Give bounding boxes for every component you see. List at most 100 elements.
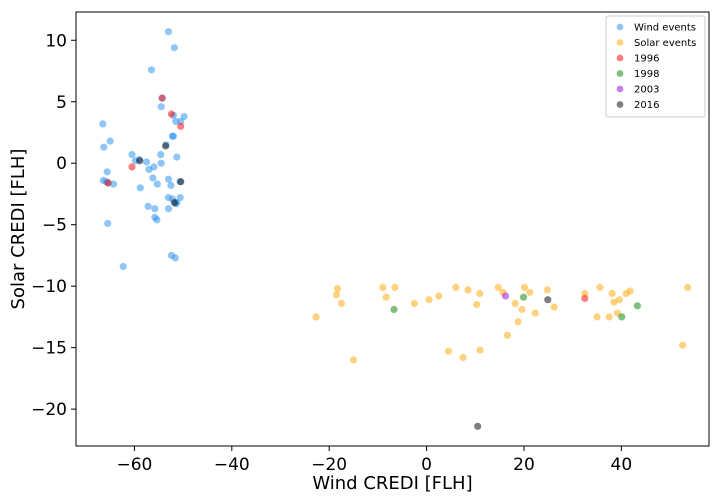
legend-marker bbox=[616, 101, 624, 108]
data-point bbox=[608, 289, 616, 298]
y-tick-label: −20 bbox=[31, 400, 67, 420]
data-point bbox=[410, 299, 418, 307]
data-point bbox=[526, 288, 534, 296]
data-point bbox=[164, 28, 173, 36]
y-axis: −20 −15 −10 −5 0 5 10 bbox=[31, 31, 76, 420]
legend-marker bbox=[616, 39, 624, 46]
data-point bbox=[337, 299, 345, 307]
legend-box bbox=[605, 15, 706, 118]
data-point bbox=[473, 301, 481, 309]
data-point bbox=[144, 202, 152, 210]
data-point bbox=[147, 66, 156, 74]
legend-label: 2003 bbox=[634, 85, 659, 96]
y-tick-label: 5 bbox=[56, 93, 67, 113]
data-point bbox=[180, 112, 188, 121]
data-point bbox=[136, 184, 144, 192]
data-point bbox=[519, 293, 528, 301]
data-point bbox=[503, 331, 511, 339]
data-point bbox=[391, 283, 399, 291]
data-point bbox=[550, 303, 558, 311]
data-point bbox=[145, 165, 153, 173]
data-point bbox=[514, 318, 522, 326]
data-point bbox=[157, 159, 165, 167]
data-point bbox=[379, 283, 387, 291]
y-tick-label: −5 bbox=[42, 216, 67, 236]
data-points bbox=[99, 28, 692, 430]
data-point bbox=[128, 163, 136, 171]
data-point bbox=[618, 313, 626, 321]
data-point bbox=[610, 298, 618, 306]
data-point bbox=[173, 153, 181, 161]
data-point bbox=[333, 285, 342, 293]
legend-marker bbox=[616, 70, 624, 77]
data-point bbox=[109, 180, 118, 188]
data-point bbox=[452, 283, 460, 291]
data-point bbox=[349, 356, 358, 364]
plot-frame bbox=[75, 11, 710, 447]
data-point bbox=[158, 94, 166, 102]
data-point bbox=[464, 286, 472, 294]
series-2003 bbox=[501, 292, 510, 300]
data-point bbox=[157, 151, 165, 159]
x-tick-label: −60 bbox=[116, 455, 152, 475]
data-point bbox=[128, 151, 136, 159]
y-tick-label: 0 bbox=[56, 154, 67, 174]
data-point bbox=[425, 296, 433, 304]
data-point bbox=[164, 205, 173, 213]
x-tick-label: 40 bbox=[611, 455, 633, 475]
series-1998 bbox=[390, 293, 642, 321]
data-point bbox=[149, 174, 157, 182]
legend: Wind events Solar events 1996 1998 2003 2016 bbox=[605, 15, 706, 118]
data-point bbox=[332, 291, 341, 299]
data-point bbox=[520, 283, 529, 291]
data-point bbox=[615, 296, 624, 304]
data-point bbox=[157, 103, 165, 111]
legend-label: 1998 bbox=[634, 69, 659, 80]
series-solar-events bbox=[312, 283, 692, 364]
series-1996 bbox=[104, 94, 589, 303]
y-tick-label: −15 bbox=[31, 339, 67, 359]
data-point bbox=[170, 199, 178, 207]
data-point bbox=[596, 283, 604, 291]
data-point bbox=[581, 289, 589, 298]
data-point bbox=[100, 143, 108, 151]
data-point bbox=[153, 216, 161, 224]
data-point bbox=[382, 293, 390, 301]
series-2016 bbox=[136, 142, 552, 430]
data-point bbox=[164, 175, 173, 183]
data-point bbox=[605, 313, 613, 321]
data-point bbox=[511, 299, 519, 307]
data-point bbox=[544, 296, 552, 304]
data-point bbox=[153, 180, 161, 188]
data-point bbox=[104, 179, 112, 187]
legend-label: Wind events bbox=[634, 23, 696, 34]
data-point bbox=[143, 158, 151, 166]
data-point bbox=[390, 305, 398, 314]
data-point bbox=[171, 254, 179, 262]
data-point bbox=[119, 262, 127, 271]
legend-label: Solar events bbox=[634, 38, 696, 49]
data-point bbox=[444, 347, 453, 355]
legend-label: 2016 bbox=[634, 100, 659, 111]
data-point bbox=[151, 205, 159, 213]
data-point bbox=[518, 305, 526, 314]
data-point bbox=[633, 302, 642, 310]
data-point bbox=[531, 309, 539, 317]
x-tick-label: 0 bbox=[421, 455, 432, 475]
data-point bbox=[177, 122, 185, 130]
x-axis-label: Wind CREDI [FLH] bbox=[312, 473, 472, 494]
data-point bbox=[476, 346, 484, 354]
data-point bbox=[626, 287, 634, 295]
x-tick-label: −20 bbox=[311, 455, 347, 475]
data-point bbox=[435, 292, 443, 300]
data-point bbox=[99, 120, 107, 128]
x-axis: −60 −40 −20 0 20 40 bbox=[116, 446, 632, 475]
data-point bbox=[162, 142, 170, 150]
data-point bbox=[501, 292, 510, 300]
legend-label: 1996 bbox=[634, 54, 659, 65]
legend-marker bbox=[616, 85, 624, 93]
x-tick-label: −40 bbox=[214, 455, 250, 475]
data-point bbox=[104, 219, 112, 228]
